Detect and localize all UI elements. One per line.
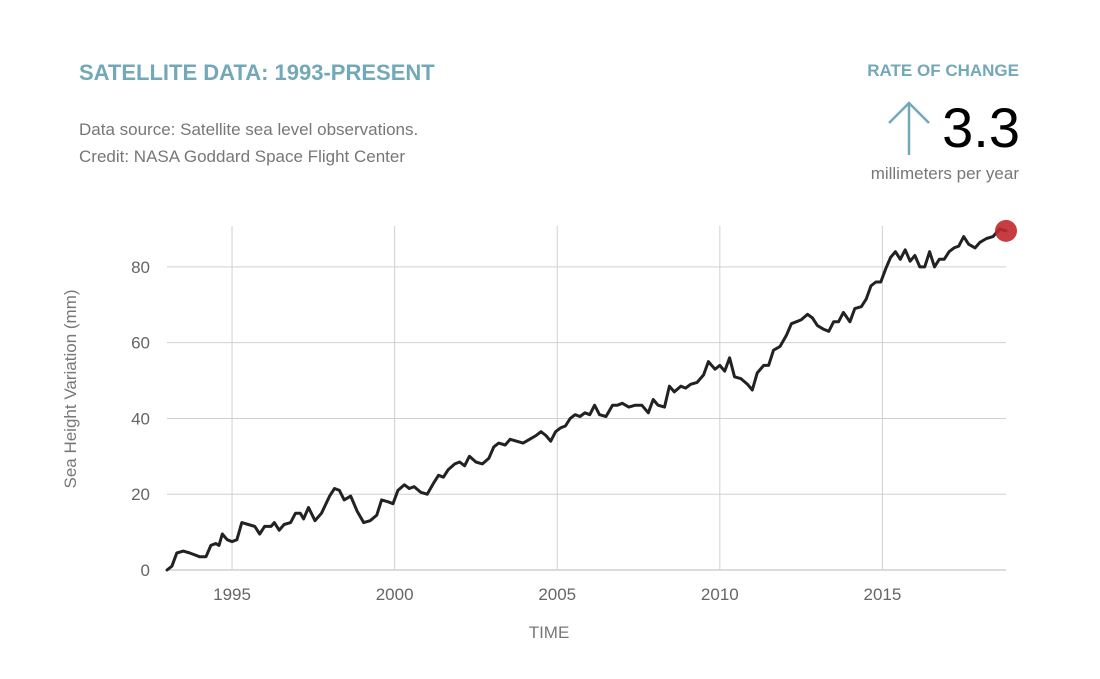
x-tick-labels: 1995 2000 2005 2010 2015 xyxy=(213,585,901,604)
grid xyxy=(167,226,1006,571)
x-tick-label: 1995 xyxy=(213,585,251,604)
y-tick-label: 80 xyxy=(131,258,150,277)
y-tick-label: 60 xyxy=(131,334,150,353)
arrow-up-icon xyxy=(888,101,931,155)
rate-of-change-value-row: 3.3 xyxy=(886,96,1020,160)
series-line-sea-height xyxy=(165,227,1008,572)
credit-text: Credit: NASA Goddard Space Flight Center xyxy=(79,147,405,166)
x-tick-label: 2015 xyxy=(864,585,902,604)
rate-of-change-label: RATE OF CHANGE xyxy=(867,61,1019,80)
x-tick-label: 2010 xyxy=(701,585,739,604)
data-source-text: Data source: Satellite sea level observa… xyxy=(79,120,419,139)
source-block: Data source: Satellite sea level observa… xyxy=(79,116,418,170)
x-tick-label: 2000 xyxy=(376,585,414,604)
y-tick-label: 20 xyxy=(131,485,150,504)
y-tick-labels: 0 20 40 60 80 xyxy=(131,258,150,580)
rate-unit: millimeters per year xyxy=(870,164,1019,183)
latest-value-marker[interactable] xyxy=(995,219,1017,242)
y-tick-label: 40 xyxy=(131,409,150,428)
chart-title: SATELLITE DATA: 1993-PRESENT xyxy=(79,60,435,85)
y-tick-label: 0 xyxy=(141,561,150,580)
rate-value: 3.3 xyxy=(942,96,1020,159)
x-tick-label: 2005 xyxy=(538,585,576,604)
y-axis-title: Sea Height Variation (mm) xyxy=(61,289,80,488)
x-axis-title: TIME xyxy=(529,623,570,642)
